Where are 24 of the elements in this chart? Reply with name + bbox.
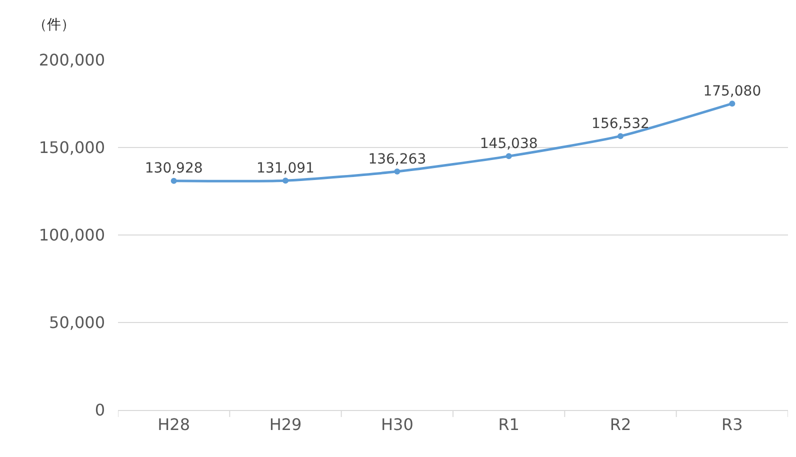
point	[170, 178, 177, 184]
x-tick-label: H30	[380, 415, 414, 434]
data-label: 136,263	[368, 151, 426, 168]
x-tick-label: H29	[269, 415, 302, 434]
data-label: 175,080	[703, 83, 762, 100]
y-tick-label: 50,000	[49, 313, 105, 332]
y-axis-title: （件）	[33, 17, 75, 33]
data-label: 131,091	[256, 160, 314, 176]
x-tick-label: R1	[498, 415, 520, 434]
y-tick-label: 200,000	[38, 50, 105, 70]
x-tick-label: R3	[722, 415, 743, 434]
point	[394, 168, 400, 175]
y-tick-label: 150,000	[38, 138, 105, 158]
x-tick-label: H28	[158, 415, 190, 434]
x-tick-label: R2	[610, 415, 632, 434]
point	[282, 178, 288, 184]
data-label: 145,038	[480, 136, 538, 152]
point	[506, 153, 512, 160]
y-tick-label: 0	[94, 400, 105, 420]
data-label: 156,532	[592, 116, 650, 132]
point	[729, 100, 736, 107]
y-tick-label: 100,000	[38, 226, 105, 245]
point	[618, 133, 624, 140]
data-label: 130,928	[144, 160, 203, 177]
